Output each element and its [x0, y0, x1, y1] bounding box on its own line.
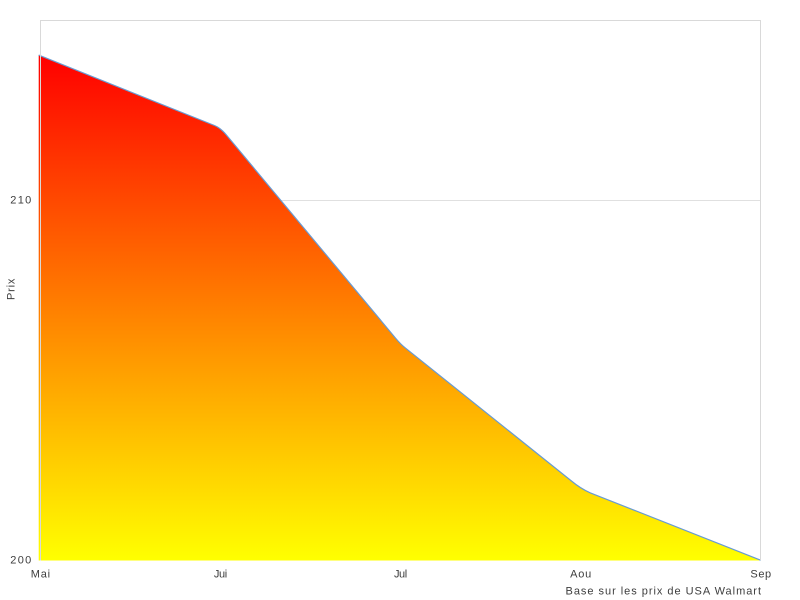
svg-text:200: 200 — [10, 555, 31, 567]
svg-text:Base sur les prix de USA Walma: Base sur les prix de USA Walmart — [566, 586, 762, 598]
svg-text:Jul: Jul — [394, 569, 407, 581]
svg-text:Jui: Jui — [214, 569, 227, 581]
svg-text:Prix: Prix — [5, 278, 17, 300]
svg-text:Sep: Sep — [750, 569, 771, 581]
svg-text:210: 210 — [10, 195, 31, 207]
svg-text:Aou: Aou — [570, 569, 591, 581]
svg-text:Mai: Mai — [31, 569, 50, 581]
